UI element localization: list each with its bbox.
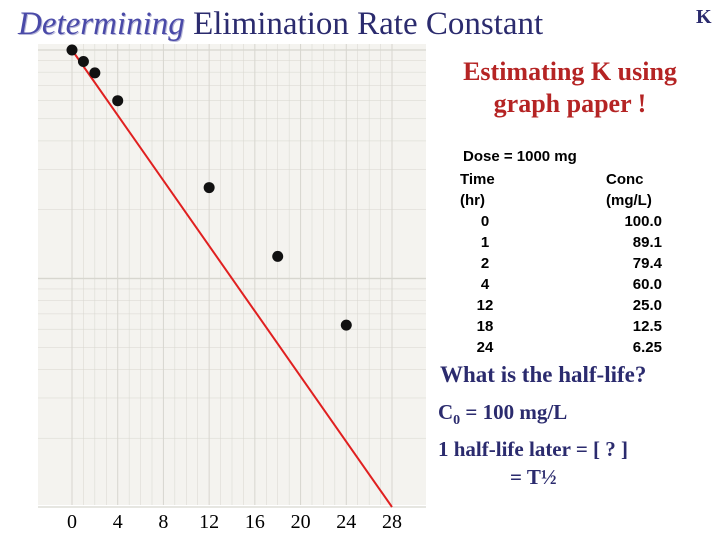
data-point [272, 250, 284, 262]
half-life-question: What is the half-life? [440, 362, 647, 387]
cell-conc: 6.25 [632, 339, 662, 356]
title-emphasis: Determining [18, 6, 185, 42]
dose-label: Dose = 1000 mg [463, 148, 577, 165]
cell-conc: 100.0 [624, 213, 662, 230]
answer-block: C0 = 100 mg/L 1 half-life later = [ ? ] … [438, 398, 628, 491]
cell-conc: 12.5 [632, 318, 662, 335]
x-tick-label: 12 [199, 511, 219, 533]
grid-lines [38, 44, 426, 508]
cell-time: 0 [480, 213, 490, 230]
x-tick-label: 28 [382, 511, 402, 533]
data-table: Time Conc (hr) (mg/L) 0 100.0 1 89.1 2 79.4… [460, 169, 676, 358]
answer-line-1: C0 = 100 mg/L [438, 398, 628, 435]
cell-conc: 25.0 [632, 297, 662, 314]
answer-line-3: = T½ [510, 465, 557, 490]
subtitle-line-2: graph paper ! [493, 89, 647, 118]
c-value: = 100 mg/L [460, 400, 568, 424]
data-point [203, 182, 215, 194]
cell-conc: 79.4 [632, 255, 662, 272]
header-conc-unit: (mg/L) [606, 192, 652, 209]
cell-time: 1 [480, 234, 490, 251]
table-row: 2 79.4 [460, 253, 676, 274]
cell-time: 24 [476, 339, 494, 356]
data-point [340, 319, 352, 331]
subtitle-line-1: Estimating K using [463, 57, 677, 86]
data-point [66, 44, 78, 56]
header-time: Time [460, 171, 495, 188]
table-row: 18 12.5 [460, 316, 676, 337]
answer-line-2: 1 half-life later = [ ? ] [438, 437, 629, 462]
table-row: 12 25.0 [460, 295, 676, 316]
table-row: 1 89.1 [460, 232, 676, 253]
cell-time: 2 [480, 255, 490, 272]
x-tick-label: 4 [113, 511, 123, 533]
x-tick-labels: 0 4 8 12 16 20 24 28 [67, 511, 402, 533]
fit-line [71, 49, 393, 508]
data-points [66, 44, 352, 331]
table-row: 0 100.0 [460, 211, 676, 232]
header-conc: Conc [606, 171, 644, 188]
data-point [112, 95, 124, 107]
x-tick-label: 0 [67, 511, 77, 533]
corner-letter: K [696, 6, 712, 28]
c-subscript: 0 [453, 413, 461, 429]
slide-title: Determining Elimination Rate Constant [18, 6, 543, 43]
x-tick-label: 24 [336, 511, 356, 533]
cell-conc: 89.1 [632, 234, 662, 251]
x-tick-label: 16 [245, 511, 265, 533]
header-time-unit: (hr) [460, 192, 485, 209]
cell-time: 18 [476, 318, 494, 335]
table-header-row: Time Conc [460, 169, 676, 190]
table-row: 4 60.0 [460, 274, 676, 295]
table-row: 24 6.25 [460, 337, 676, 358]
data-point [77, 55, 89, 67]
x-tick-label: 8 [158, 511, 168, 533]
c-symbol: C [438, 400, 454, 424]
title-rest: Elimination Rate Constant [184, 6, 544, 42]
cell-time: 4 [480, 276, 490, 293]
data-point [89, 67, 101, 79]
cell-time: 12 [476, 297, 494, 314]
x-tick-label: 20 [291, 511, 311, 533]
cell-conc: 60.0 [632, 276, 662, 293]
subtitle: Estimating K using graph paper ! [440, 56, 700, 120]
table-header-units-row: (hr) (mg/L) [460, 190, 676, 211]
